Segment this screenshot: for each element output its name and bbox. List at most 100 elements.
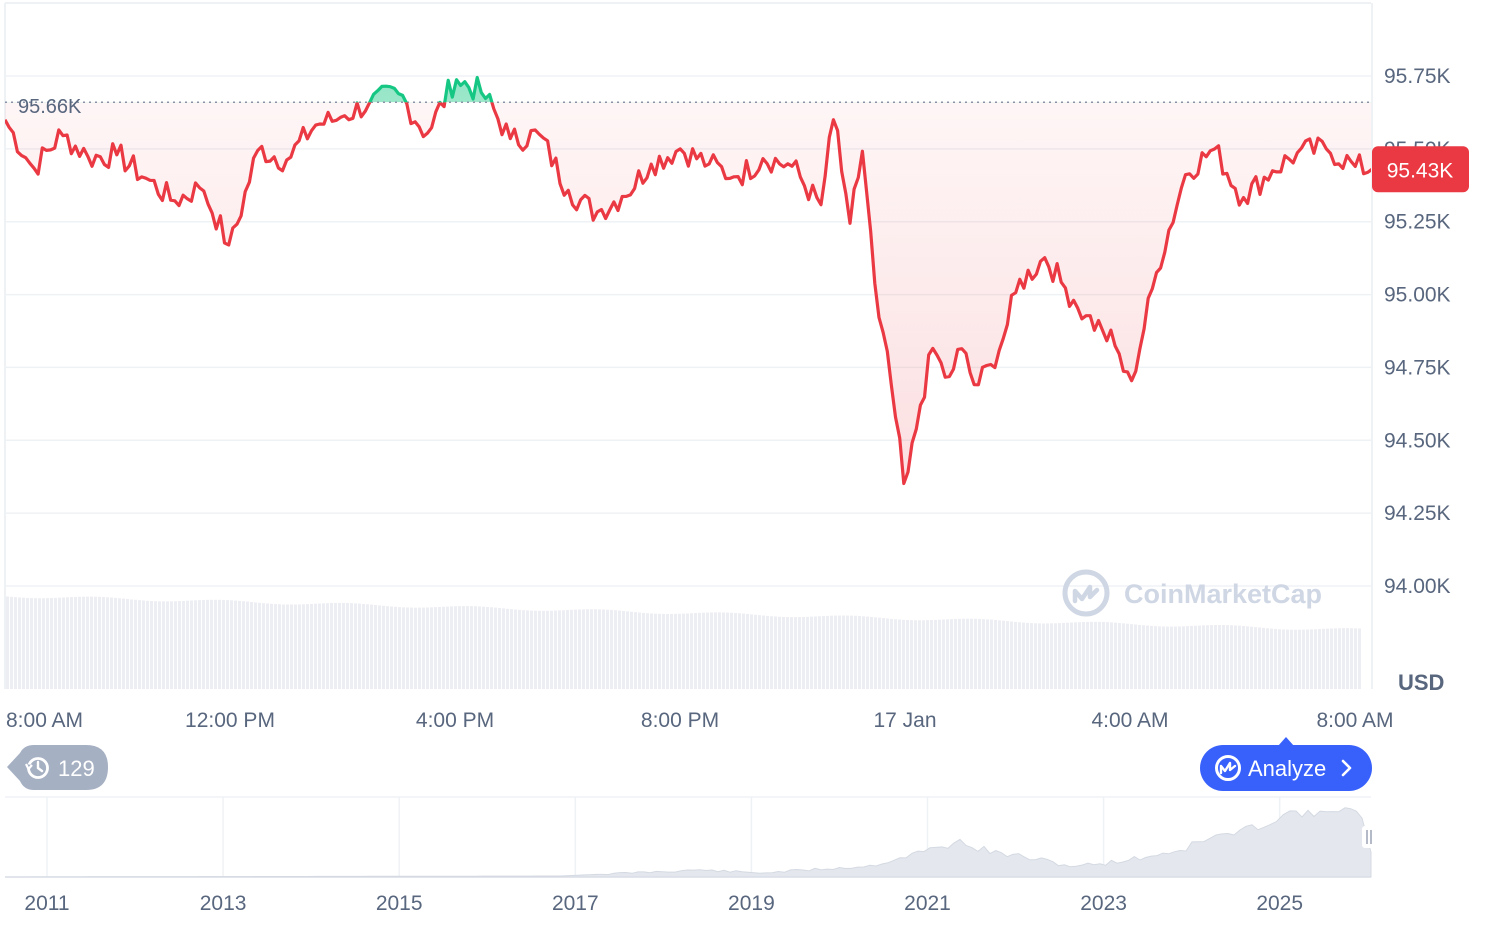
volume-bar [658,613,661,689]
volume-bar [1098,621,1101,689]
volume-bar [1186,626,1189,689]
volume-bar [242,601,245,689]
volume-bar [874,617,877,689]
volume-bar [566,610,569,689]
volume-bar [610,609,613,689]
volume-bar [490,607,493,689]
volume-bar [1258,627,1261,689]
volume-bar [686,613,689,689]
volume-bar [398,607,401,689]
volume-bar [1306,629,1309,689]
y-tick-label: 94.00K [1384,575,1451,598]
volume-bar [442,606,445,689]
volume-bar [1282,629,1285,689]
volume-bar [982,619,985,689]
volume-bar [1354,628,1357,689]
x-tick-label: 4:00 PM [416,709,494,732]
navigator-tick-label: 2019 [728,892,775,915]
volume-bar [22,597,25,689]
volume-bar [1334,628,1337,689]
volume-bar [1182,626,1185,689]
history-button[interactable]: 129 [7,745,108,790]
x-tick-label: 8:00 AM [6,709,83,732]
analyze-button-bg[interactable] [1200,745,1372,791]
volume-bar [1194,625,1197,689]
volume-bar [362,603,365,689]
volume-bar [218,599,221,689]
volume-bar [118,598,121,689]
x-tick-label: 17 Jan [873,709,936,732]
history-button-bg[interactable] [7,745,108,790]
volume-bar [626,611,629,689]
volume-bar [314,603,317,689]
volume-bar [1106,622,1109,689]
volume-bar [1142,625,1145,689]
volume-bar [1166,626,1169,689]
volume-bar [222,599,225,689]
volume-bar [402,607,405,689]
volume-bar [482,606,485,689]
volume-bar [542,610,545,689]
volume-bar [702,612,705,689]
volume-bar [434,607,437,689]
volume-bar [574,609,577,689]
volume-bar [894,619,897,689]
volume-bar [1206,625,1209,689]
volume-bar [138,600,141,689]
volume-bar [1110,622,1113,689]
volume-bar [1018,622,1021,689]
volume-bar [274,604,277,689]
volume-bar [1254,627,1257,689]
volume-bar [850,615,853,689]
volume-bar [526,610,529,689]
volume-bar [650,613,653,689]
volume-bar [1302,629,1305,689]
volume-bar [154,601,157,689]
navigator-handle[interactable] [1362,826,1376,848]
volume-bar [918,620,921,689]
time-navigator[interactable]: 2011 2013 2015 2017 2019 2021 2023 2025 [5,796,1376,915]
volume-bar [1214,625,1217,689]
volume-bar [358,603,361,689]
volume-bar [1022,622,1025,689]
analyze-button[interactable]: Analyze [1200,737,1372,791]
volume-bar [250,602,253,689]
volume-bar [238,600,241,689]
y-tick-label: 94.50K [1384,429,1451,452]
volume-bar [122,598,125,689]
volume-bar [226,600,229,689]
volume-bar [474,606,477,689]
volume-bar [1350,628,1353,689]
volume-bar [1266,628,1269,689]
volume-bar [282,604,285,689]
analyze-logo-icon [1215,755,1241,781]
volume-bar [66,597,69,689]
volume-bar [718,612,721,689]
volume-bar [1162,626,1165,689]
volume-bar [10,596,13,689]
volume-bar [698,612,701,689]
volume-bar [822,616,825,689]
volume-bar [666,613,669,689]
volume-bar [1070,622,1073,689]
volume-bar [1054,623,1057,689]
volume-bar [974,618,977,689]
volume-bar [106,597,109,689]
volume-bar [422,607,425,689]
volume-bar [978,618,981,689]
volume-bar [186,600,189,689]
volume-bar [254,602,257,689]
volume-bar [430,607,433,689]
volume-bar [302,604,305,689]
volume-bar [258,602,261,689]
volume-bar [682,613,685,689]
volume-bar [810,616,813,689]
volume-bar [1122,623,1125,689]
volume-bar [146,600,149,689]
volume-bar [114,597,117,689]
volume-bar [234,600,237,689]
volume-bar [1226,625,1229,689]
price-line [5,75,1371,486]
volume-bar [842,615,845,689]
